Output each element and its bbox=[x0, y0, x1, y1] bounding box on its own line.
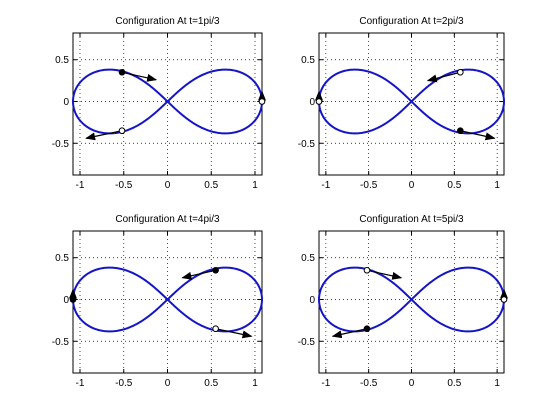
y-tick-label: 0 bbox=[309, 295, 315, 306]
subplot-title: Configuration At t=1pi/3 bbox=[115, 16, 220, 27]
y-tick-label: 0 bbox=[63, 295, 69, 306]
filled-point bbox=[363, 325, 371, 333]
x-tick-label: 1 bbox=[494, 180, 500, 191]
filled-point bbox=[212, 266, 219, 274]
open-point bbox=[500, 296, 508, 303]
velocity-arrow bbox=[215, 328, 253, 339]
x-tick-label: -1 bbox=[76, 378, 85, 389]
velocity-arrow bbox=[460, 130, 496, 141]
velocity-arrow bbox=[181, 269, 216, 280]
x-tick-label: 1 bbox=[252, 180, 258, 191]
x-tick-label: 0.5 bbox=[204, 180, 218, 191]
axes-frame bbox=[318, 230, 505, 374]
y-tick-label: 0.5 bbox=[55, 253, 69, 264]
y-tick-label: -0.5 bbox=[52, 139, 70, 150]
open-point bbox=[457, 68, 464, 76]
curve-line bbox=[317, 266, 505, 333]
y-tick-label: 0.5 bbox=[301, 253, 315, 264]
filled-point bbox=[69, 296, 77, 303]
x-tick-label: 1 bbox=[494, 378, 500, 389]
x-tick-label: 0 bbox=[165, 378, 171, 389]
y-tick-label: 0.5 bbox=[55, 55, 69, 66]
filled-point bbox=[118, 68, 126, 76]
subplot-4: -1 -0.5 0 0.5 1 -0.5 0 0.5 Configuration At t=5p… bbox=[298, 214, 508, 389]
x-tick-label: 0.5 bbox=[447, 180, 461, 191]
x-tick-label: -0.5 bbox=[115, 180, 133, 191]
open-point bbox=[363, 266, 371, 274]
open-point bbox=[118, 127, 126, 135]
y-tick-label: -0.5 bbox=[298, 139, 316, 150]
open-point bbox=[315, 98, 323, 105]
velocity-arrow bbox=[331, 328, 368, 339]
x-tick-label: -0.5 bbox=[360, 378, 378, 389]
subplot-2: -1 -0.5 0 0.5 1 -0.5 0 0.5 Configuration At t=2p… bbox=[298, 16, 505, 191]
velocity-arrow bbox=[121, 71, 158, 82]
open-point bbox=[212, 325, 219, 333]
x-tick-label: -0.5 bbox=[360, 180, 378, 191]
y-tick-label: 0.5 bbox=[301, 55, 315, 66]
x-tick-label: 0 bbox=[409, 378, 415, 389]
y-tick-label: 0 bbox=[63, 97, 69, 108]
subplot-title: Configuration At t=2pi/3 bbox=[359, 16, 464, 27]
subplot-1: -1 -0.5 0 0.5 1 -0.5 0 0.5 Configuration At t=1p… bbox=[52, 16, 266, 191]
y-tick-label: -0.5 bbox=[52, 337, 70, 348]
curve-line bbox=[71, 68, 263, 135]
velocity-arrow bbox=[85, 130, 123, 141]
axes-frame bbox=[318, 32, 505, 176]
y-tick-label: -0.5 bbox=[298, 337, 316, 348]
axes-frame bbox=[72, 230, 263, 374]
x-tick-label: 0.5 bbox=[447, 378, 461, 389]
x-tick-label: -1 bbox=[76, 180, 85, 191]
x-tick-label: -0.5 bbox=[115, 378, 133, 389]
open-point bbox=[258, 98, 266, 105]
velocity-arrow bbox=[426, 71, 461, 83]
x-tick-label: -1 bbox=[321, 180, 330, 191]
x-tick-label: 1 bbox=[252, 378, 258, 389]
axes-frame bbox=[72, 32, 263, 176]
subplot-title: Configuration At t=4pi/3 bbox=[115, 214, 220, 225]
y-tick-label: 0 bbox=[309, 97, 315, 108]
subplot-3: -1 -0.5 0 0.5 1 -0.5 0 0.5 Configuration At t=4p… bbox=[52, 214, 263, 389]
x-tick-label: -1 bbox=[321, 378, 330, 389]
x-tick-label: 0 bbox=[409, 180, 415, 191]
subplot-title: Configuration At t=5pi/3 bbox=[359, 214, 464, 225]
x-tick-label: 0 bbox=[165, 180, 171, 191]
x-tick-label: 0.5 bbox=[204, 378, 218, 389]
filled-point bbox=[457, 127, 464, 135]
velocity-arrow bbox=[366, 269, 403, 280]
